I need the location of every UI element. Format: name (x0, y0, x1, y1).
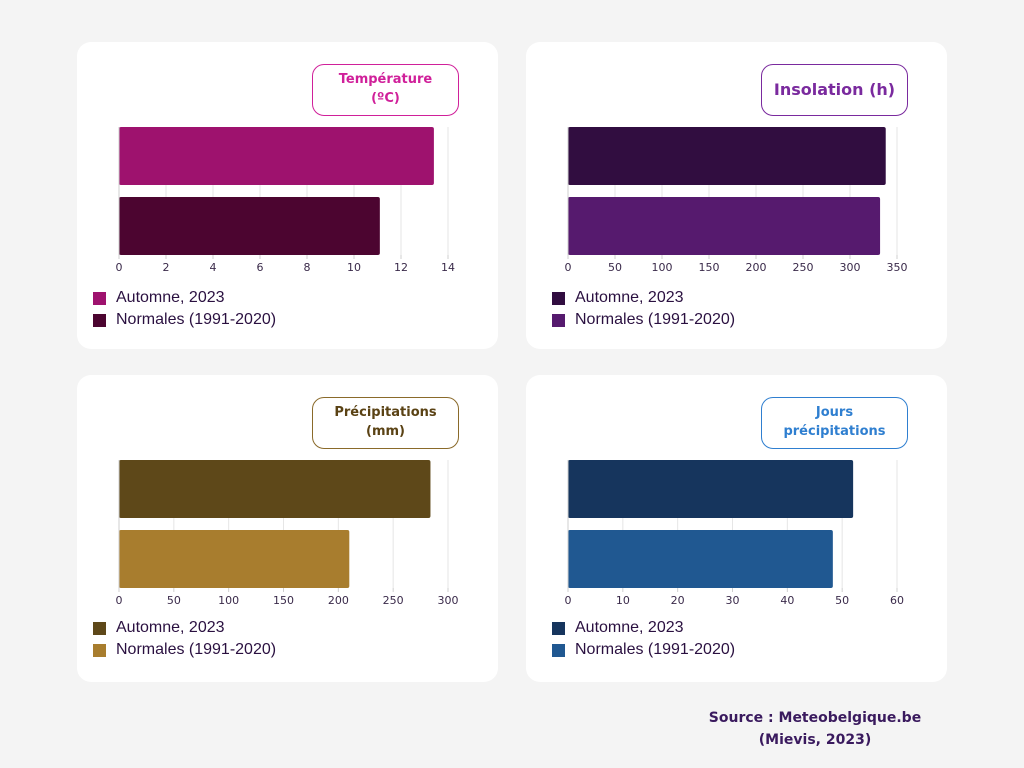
x-tick-label: 20 (671, 594, 685, 607)
x-tick-label: 50 (608, 261, 622, 274)
x-tick-label: 0 (565, 594, 572, 607)
source-line: (Mievis, 2023) (758, 732, 872, 748)
legend-swatch (552, 643, 565, 657)
legend-swatch (552, 313, 565, 327)
chart-legend: Automne, 2023 Normales (1991-2020) (93, 287, 276, 331)
bar-normales-1991-2020 (119, 197, 380, 255)
x-tick-label: 50 (835, 594, 849, 607)
chart-title-line: Jours (815, 405, 854, 421)
x-tick-label: 300 (840, 261, 861, 274)
legend-label: Automne, 2023 (116, 619, 225, 636)
chart-title-line: (mm) (366, 424, 405, 439)
legend-swatch (93, 313, 106, 327)
chart-title-badge: Insolation (h) (761, 64, 908, 116)
legend-item-automne: Automne, 2023 (552, 617, 735, 639)
chart-title-line: Précipitations (334, 405, 437, 421)
source-credit: Source : Meteobelgique.be (Mievis, 2023) (700, 707, 930, 751)
chart-plot-insolation: 0 50 100 150 200 250 300 350 (565, 127, 908, 274)
x-tick-label: 100 (218, 594, 239, 607)
x-tick-label: 0 (565, 261, 572, 274)
x-tick-label: 14 (441, 261, 455, 274)
legend-item-normales: Normales (1991-2020) (93, 639, 276, 661)
chart-card-insolation: 0 50 100 150 200 250 300 350 Insolation (h) Aut… (526, 42, 947, 349)
x-tick-label: 150 (699, 261, 720, 274)
x-tick-label: 200 (746, 261, 767, 274)
legend-item-automne: Automne, 2023 (93, 287, 276, 309)
x-tick-label: 30 (726, 594, 740, 607)
legend-swatch (93, 291, 106, 305)
chart-title-badge: Jours précipitations (761, 397, 908, 449)
chart-plot-temperature: 0 2 4 6 8 10 12 14 (116, 127, 455, 274)
bar-automne-2023 (119, 460, 431, 518)
legend-item-normales: Normales (1991-2020) (552, 639, 735, 661)
source-line: Source : Meteobelgique.be (708, 710, 922, 726)
x-tick-label: 12 (394, 261, 408, 274)
chart-legend: Automne, 2023 Normales (1991-2020) (93, 617, 276, 661)
chart-title-line: Insolation (h) (773, 80, 896, 100)
legend-swatch (93, 621, 106, 635)
chart-title-line: précipitations (783, 424, 886, 439)
legend-swatch (552, 291, 565, 305)
legend-label: Normales (1991-2020) (116, 641, 277, 658)
bar-automne-2023 (568, 127, 886, 185)
bar-automne-2023 (568, 460, 854, 518)
x-tick-label: 250 (793, 261, 814, 274)
x-tick-label: 6 (257, 261, 264, 274)
bar-automne-2023 (119, 127, 434, 185)
x-tick-label: 10 (347, 261, 361, 274)
bar-normales-1991-2020 (568, 197, 881, 255)
x-tick-label: 2 (163, 261, 170, 274)
legend-label: Automne, 2023 (575, 289, 684, 306)
chart-card-temperature: 0 2 4 6 8 10 12 14 Température (ºC) Automne, 20… (77, 42, 498, 349)
x-tick-label: 0 (116, 594, 123, 607)
x-tick-label: 200 (328, 594, 349, 607)
legend-label: Automne, 2023 (575, 619, 684, 636)
chart-legend: Automne, 2023 Normales (1991-2020) (552, 287, 735, 331)
chart-title-badge: Température (ºC) (312, 64, 459, 116)
x-tick-label: 40 (780, 594, 794, 607)
legend-item-normales: Normales (1991-2020) (93, 309, 276, 331)
x-tick-label: 8 (304, 261, 311, 274)
legend-label: Automne, 2023 (116, 289, 225, 306)
x-tick-label: 50 (167, 594, 181, 607)
x-tick-label: 60 (890, 594, 904, 607)
x-tick-label: 100 (652, 261, 673, 274)
legend-label: Normales (1991-2020) (575, 641, 736, 658)
legend-item-automne: Automne, 2023 (93, 617, 276, 639)
bar-normales-1991-2020 (568, 530, 833, 588)
legend-label: Normales (1991-2020) (116, 311, 277, 328)
chart-title-line: (ºC) (371, 91, 400, 106)
legend-item-normales: Normales (1991-2020) (552, 309, 735, 331)
x-tick-label: 350 (887, 261, 908, 274)
x-tick-label: 300 (438, 594, 459, 607)
x-tick-label: 250 (383, 594, 404, 607)
legend-label: Normales (1991-2020) (575, 311, 736, 328)
x-tick-label: 4 (210, 261, 217, 274)
legend-swatch (93, 643, 106, 657)
x-tick-label: 10 (616, 594, 630, 607)
x-tick-label: 150 (273, 594, 294, 607)
chart-plot-jours-precipitations: 0 10 20 30 40 50 60 (565, 460, 904, 607)
chart-title-line: Température (338, 72, 433, 88)
chart-card-precipitations: 0 50 100 150 200 250 300 Précipitations (mm) A… (77, 375, 498, 682)
x-tick-label: 0 (116, 261, 123, 274)
bar-normales-1991-2020 (119, 530, 350, 588)
chart-card-jours-precipitations: 0 10 20 30 40 50 60 Jours précipitations Autom… (526, 375, 947, 682)
legend-item-automne: Automne, 2023 (552, 287, 735, 309)
chart-plot-precipitations: 0 50 100 150 200 250 300 (116, 460, 459, 607)
legend-swatch (552, 621, 565, 635)
chart-legend: Automne, 2023 Normales (1991-2020) (552, 617, 735, 661)
chart-title-badge: Précipitations (mm) (312, 397, 459, 449)
